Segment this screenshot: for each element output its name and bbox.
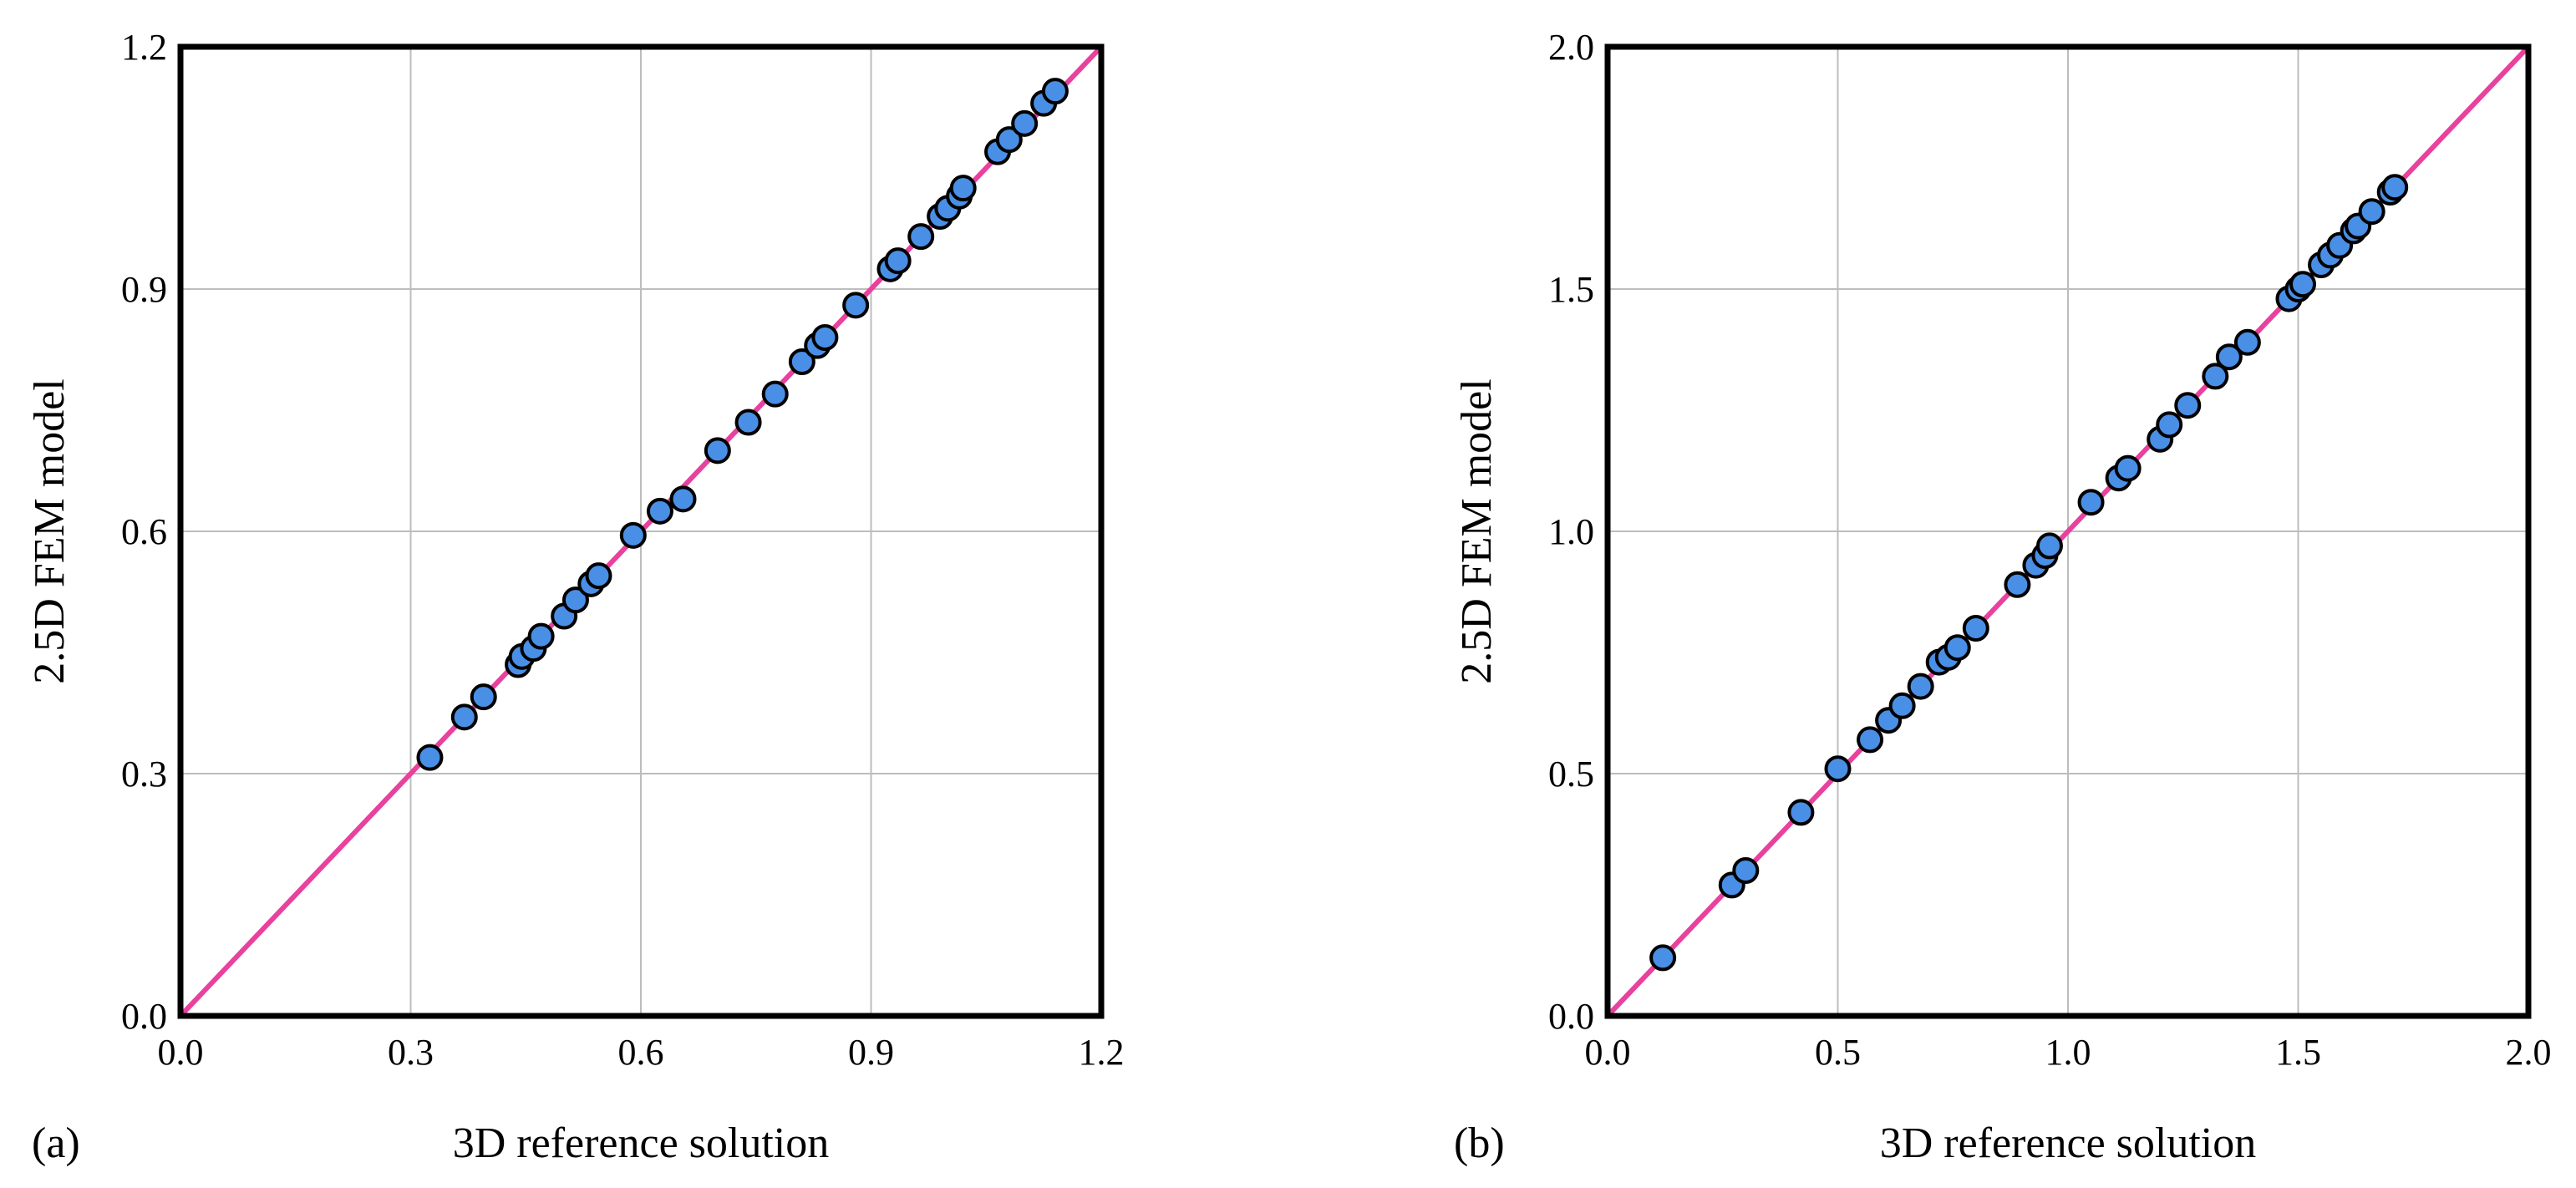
data-point	[1824, 755, 1852, 783]
y-tick-label: 1.2	[121, 27, 167, 68]
panel-label: (b)	[1454, 1119, 1505, 1167]
data-point	[2202, 363, 2229, 390]
y-tick-label: 2.0	[1548, 27, 1594, 68]
panel-label: (a)	[32, 1119, 80, 1167]
data-point	[2289, 271, 2317, 298]
data-point	[2077, 489, 2105, 516]
x-tick-label: 1.0	[2045, 1032, 2091, 1073]
y-tick-label: 0.9	[121, 269, 167, 310]
data-point	[2035, 532, 2063, 560]
x-tick-label: 1.5	[2275, 1032, 2321, 1073]
data-point	[949, 175, 977, 202]
data-point	[416, 744, 444, 771]
data-point	[2156, 411, 2183, 439]
data-point	[842, 292, 870, 319]
x-tick-label: 1.2	[1079, 1032, 1125, 1073]
data-point	[585, 562, 612, 590]
data-point	[1888, 692, 1916, 719]
x-axis-label: 3D reference solution	[1880, 1119, 2256, 1167]
data-point	[450, 703, 478, 731]
y-tick-label: 0.0	[121, 996, 167, 1037]
data-point	[788, 348, 815, 375]
y-tick-label: 1.5	[1548, 269, 1594, 310]
data-point	[1649, 944, 1677, 972]
data-point	[811, 324, 839, 351]
data-point	[2381, 174, 2409, 201]
x-tick-label: 0.0	[1585, 1032, 1631, 1073]
data-point	[704, 437, 731, 465]
data-point	[1041, 78, 1069, 105]
data-point	[561, 586, 589, 614]
data-point	[1011, 109, 1039, 137]
y-tick-label: 0.5	[1548, 754, 1594, 795]
y-tick-label: 0.0	[1548, 996, 1594, 1037]
data-point	[2233, 328, 2261, 356]
data-point	[734, 409, 762, 436]
data-point	[619, 521, 647, 549]
y-tick-label: 0.6	[121, 511, 167, 552]
x-axis-label: 3D reference solution	[453, 1119, 829, 1167]
data-point	[1907, 673, 1934, 700]
data-point	[1732, 857, 1760, 884]
data-point	[1787, 799, 1815, 826]
data-point	[646, 497, 673, 525]
data-point	[2114, 454, 2142, 482]
x-tick-label: 0.5	[1815, 1032, 1861, 1073]
data-point	[2215, 343, 2243, 371]
y-axis-label: 2.5D FEM model	[1453, 378, 1501, 683]
data-point	[884, 247, 912, 275]
data-point	[1857, 726, 1884, 754]
y-tick-label: 0.3	[121, 754, 167, 795]
x-tick-label: 2.0	[2506, 1032, 2552, 1073]
plot-frame	[1604, 43, 2532, 1019]
data-point	[2004, 571, 2031, 598]
x-tick-label: 0.3	[388, 1032, 434, 1073]
data-point	[470, 683, 497, 711]
x-tick-label: 0.9	[848, 1032, 894, 1073]
data-point	[669, 485, 697, 513]
data-point	[995, 126, 1023, 154]
data-point	[527, 622, 555, 650]
y-tick-label: 1.0	[1548, 511, 1594, 552]
panel-a: 0.0 0.3 0.6 0.9 1.2 0.0 0.3 0.6 0.9 1.2 3D referen…	[26, 27, 1125, 1167]
data-point	[761, 380, 789, 408]
x-tick-label: 0.6	[618, 1032, 664, 1073]
plot-frame	[177, 43, 1105, 1019]
data-point	[2358, 198, 2385, 226]
x-tick-label: 0.0	[158, 1032, 204, 1073]
panel-b: 0.0 0.5 1.0 1.5 2.0 0.0 0.5 1.0 1.5 2.0 3D referen…	[1453, 27, 2552, 1167]
data-point	[907, 223, 935, 251]
data-point	[2174, 392, 2202, 419]
y-axis-label: 2.5D FEM model	[26, 378, 74, 683]
data-point	[1943, 634, 1971, 662]
data-point	[1962, 615, 1989, 642]
